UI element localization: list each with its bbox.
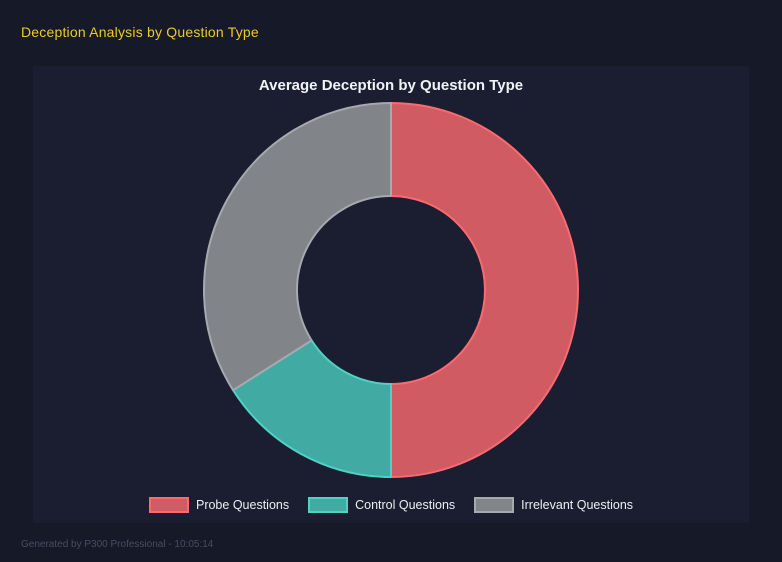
- legend-label-irrelevant: Irrelevant Questions: [521, 498, 634, 512]
- donut-segment-control[interactable]: [232, 339, 392, 478]
- legend-item-irrelevant[interactable]: Irrelevant Questions: [474, 497, 633, 513]
- legend-item-control[interactable]: Control Questions: [308, 497, 455, 513]
- legend-item-probe[interactable]: Probe Questions: [148, 497, 290, 513]
- legend-label-probe: Probe Questions: [195, 498, 290, 512]
- donut-segment-probe[interactable]: [390, 102, 579, 478]
- footer-text: Generated by P300 Professional - 10:05:1…: [21, 539, 214, 550]
- chart-legend: Probe Questions Control Questions Irrele…: [33, 497, 749, 513]
- chart-panel: Average Deception by Question Type Probe…: [33, 66, 749, 523]
- chart-title: Average Deception by Question Type: [258, 77, 524, 94]
- legend-label-control: Control Questions: [355, 498, 456, 512]
- legend-swatch-probe-icon: [148, 497, 189, 513]
- donut-chart: [203, 102, 579, 478]
- donut-segment-irrelevant[interactable]: [203, 102, 392, 392]
- legend-swatch-control-icon: [308, 497, 349, 513]
- legend-swatch-irrelevant-icon: [474, 497, 515, 513]
- page-title: Deception Analysis by Question Type: [21, 24, 259, 40]
